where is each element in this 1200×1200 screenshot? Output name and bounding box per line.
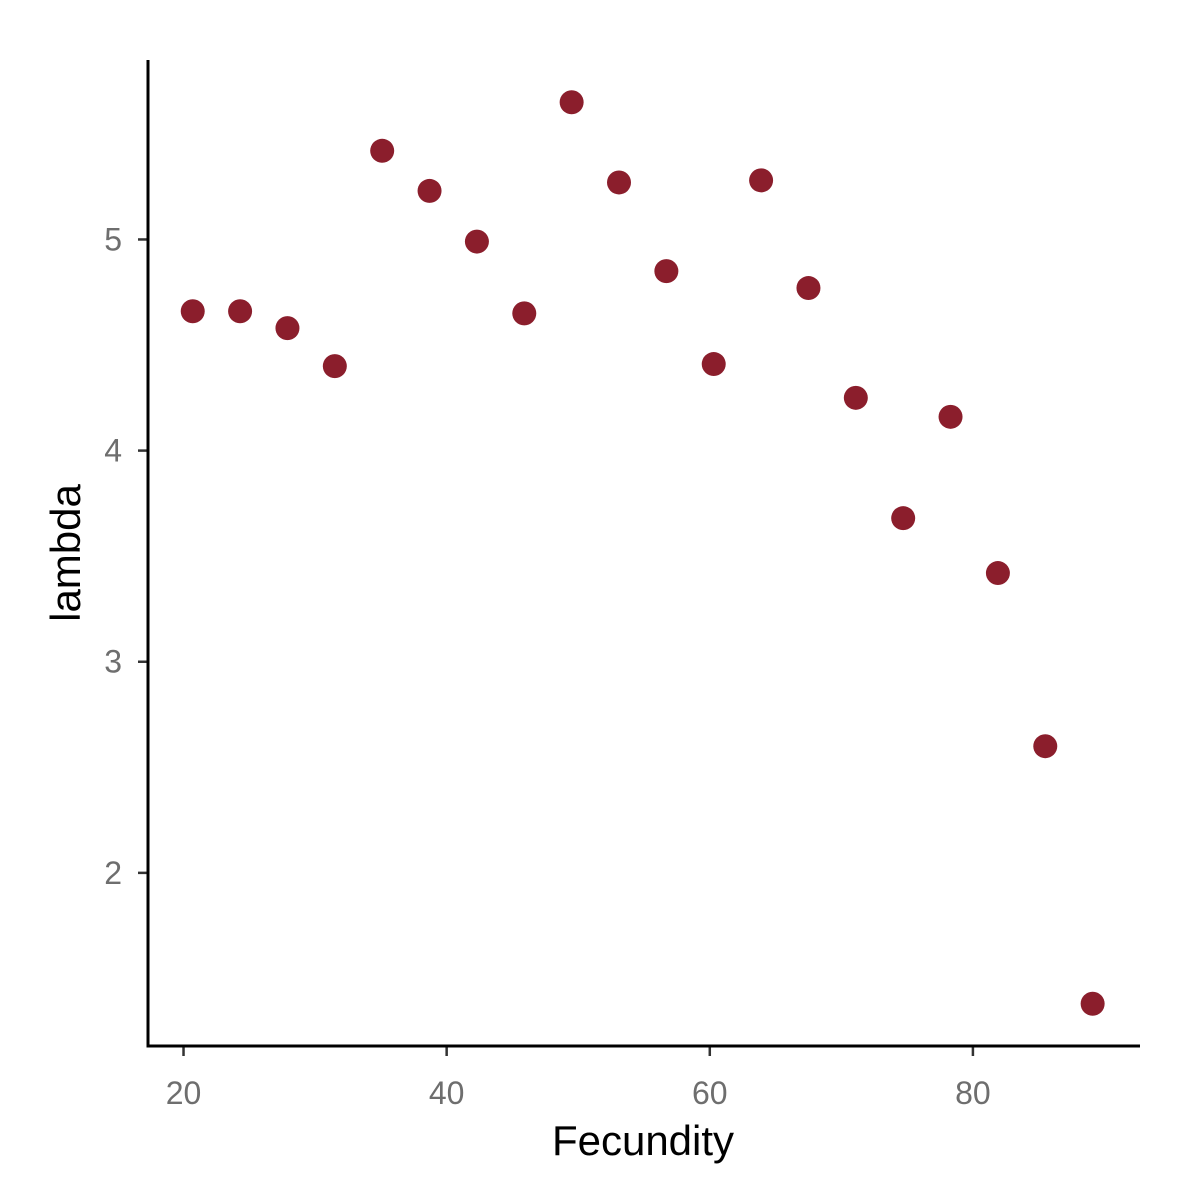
data-point [796, 276, 821, 301]
x-tick-label: 40 [429, 1075, 465, 1111]
data-point [180, 299, 205, 324]
data-point [938, 404, 963, 429]
data-point [417, 178, 442, 203]
y-axis-title: lambda [42, 483, 89, 621]
ticks-layer: 20 40 60 80 2 3 4 5 [104, 221, 991, 1111]
data-point [701, 352, 726, 377]
data-point [228, 299, 253, 324]
data-point [843, 385, 868, 410]
x-tick-label: 60 [692, 1075, 728, 1111]
points-layer [180, 90, 1105, 1016]
y-tick-label: 5 [104, 221, 122, 257]
y-tick-label: 3 [104, 644, 122, 680]
x-tick-label: 20 [166, 1075, 202, 1111]
data-point [607, 170, 632, 195]
data-point [1080, 991, 1105, 1016]
x-axis-title: Fecundity [552, 1117, 734, 1164]
data-point [891, 506, 916, 531]
data-point [322, 354, 347, 379]
data-point [512, 301, 537, 326]
data-point [654, 259, 679, 284]
data-point [985, 561, 1010, 586]
x-tick-label: 80 [955, 1075, 991, 1111]
y-tick-label: 2 [104, 855, 122, 891]
data-point [1033, 734, 1058, 759]
y-tick-label: 4 [104, 433, 122, 469]
data-point [275, 316, 300, 341]
data-point [370, 138, 395, 163]
data-point [559, 90, 584, 115]
data-point [749, 168, 774, 193]
data-point [464, 229, 489, 254]
